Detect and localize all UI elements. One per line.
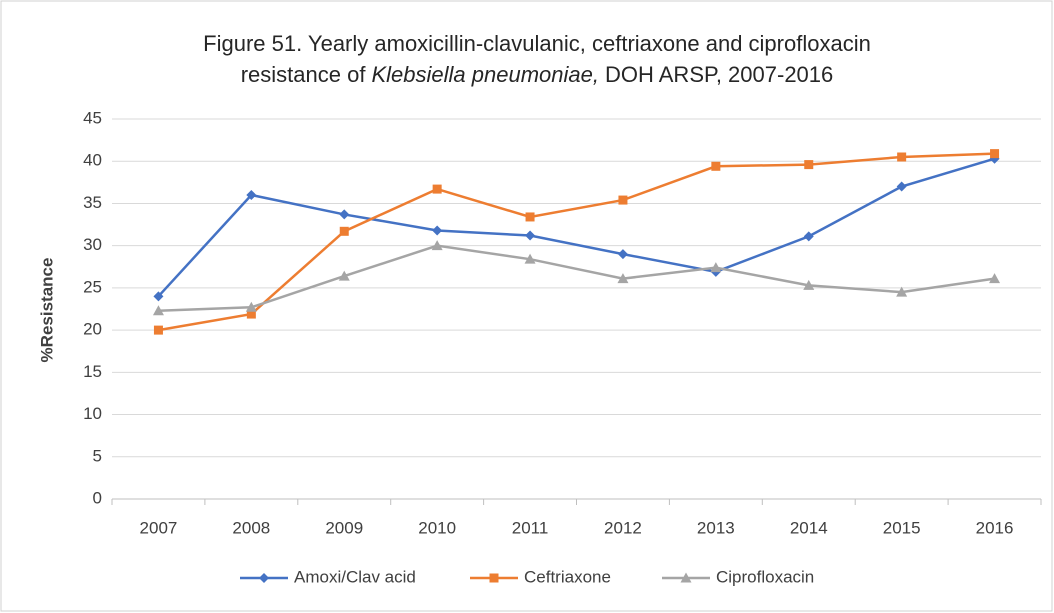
marker: [153, 291, 164, 302]
marker: [432, 225, 443, 236]
chart-title: resistance of Klebsiella pneumoniae, DOH A…: [241, 62, 834, 87]
x-tick-label: 2014: [790, 518, 828, 537]
x-tick-label: 2008: [232, 518, 270, 537]
marker: [710, 262, 722, 273]
x-tick-label: 2015: [883, 518, 921, 537]
x-tick-label: 2013: [697, 518, 735, 537]
marker: [259, 573, 269, 583]
y-tick-label: 25: [83, 277, 102, 296]
y-tick-label: 15: [83, 362, 102, 381]
marker: [617, 249, 628, 260]
marker: [153, 325, 163, 335]
series-line: [158, 152, 995, 332]
marker: [897, 152, 907, 162]
marker: [152, 305, 164, 316]
marker: [680, 572, 692, 583]
marker: [803, 231, 814, 242]
title-part: DOH ARSP, 2007-2016: [605, 62, 833, 87]
marker: [803, 279, 815, 290]
marker: [617, 273, 629, 284]
marker: [804, 160, 814, 170]
title-part: Klebsiella pneumoniae,: [371, 62, 599, 87]
series-line: [158, 244, 995, 312]
series-line: [157, 157, 995, 298]
marker: [431, 240, 443, 251]
y-tick-label: 30: [83, 235, 102, 254]
x-tick-label: 2011: [512, 518, 549, 537]
y-tick-label: 40: [83, 151, 102, 170]
legend-label: Ceftriaxone: [524, 567, 611, 586]
y-tick-label: 35: [83, 193, 102, 212]
x-tick-label: 2009: [325, 518, 363, 537]
marker: [896, 181, 907, 192]
x-tick-label: 2010: [418, 518, 456, 537]
y-axis-label: %Resistance: [37, 258, 56, 363]
marker: [338, 270, 350, 281]
y-tick-label: 10: [83, 404, 102, 423]
legend-label: Amoxi/Clav acid: [294, 567, 416, 586]
marker: [246, 190, 257, 200]
marker: [990, 149, 1000, 159]
marker: [524, 253, 536, 264]
y-tick-label: 5: [93, 446, 102, 465]
marker: [711, 161, 721, 171]
marker: [339, 209, 350, 220]
marker: [525, 212, 535, 222]
marker: [618, 195, 628, 205]
y-tick-label: 45: [83, 108, 102, 127]
marker: [339, 226, 349, 236]
marker: [525, 230, 536, 241]
marker: [245, 301, 257, 312]
y-tick-label: 0: [93, 488, 102, 507]
marker: [896, 286, 908, 297]
marker: [432, 184, 442, 194]
x-tick-label: 2007: [140, 518, 178, 537]
chart-title: Figure 51. Yearly amoxicillin-clavulanic…: [203, 31, 871, 56]
marker: [489, 573, 499, 583]
marker: [989, 273, 1001, 284]
marker: [246, 309, 256, 319]
x-tick-label: 2012: [604, 518, 642, 537]
y-tick-label: 20: [83, 320, 102, 339]
legend-label: Ciprofloxacin: [716, 567, 814, 586]
x-tick-label: 2016: [976, 518, 1014, 537]
title-part: resistance of: [241, 62, 367, 87]
